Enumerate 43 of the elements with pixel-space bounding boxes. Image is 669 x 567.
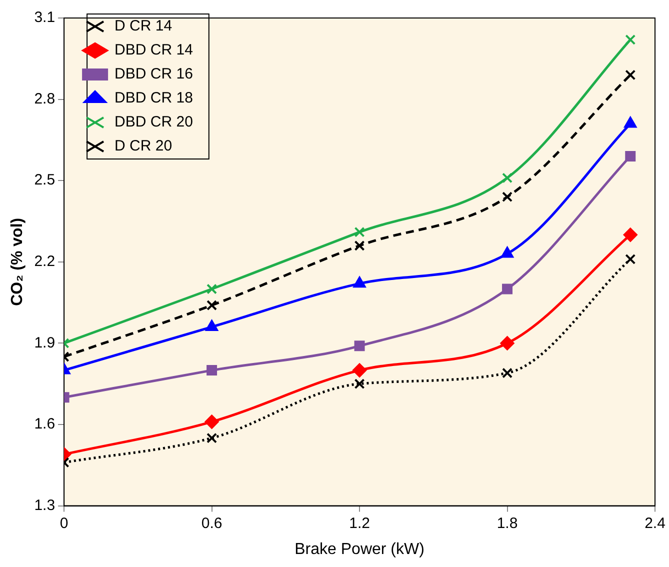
legend-label: DBD CR 20 [114,114,193,131]
x-tick-label: 1.8 [496,514,518,532]
y-tick-label: 3.1 [34,9,56,26]
point [354,340,365,352]
point [502,172,513,184]
point [206,300,218,311]
x-axis-title: Brake Power (kW) [294,540,424,558]
point [500,336,514,350]
legend-label: DBD CR 18 [114,90,193,107]
legend-label: DBD CR 16 [114,66,193,83]
x-tick-label: 1.2 [349,514,370,532]
y-tick-label: 1.9 [34,334,56,352]
x-tick-label: 0 [60,514,68,532]
x-tick-label: 2.4 [644,514,666,532]
point [353,276,366,288]
point [624,116,637,128]
legend-label: D CR 20 [114,138,172,155]
point [502,284,513,294]
point [501,246,514,258]
point [354,240,365,251]
point [502,192,513,202]
legend-label: D CR 14 [114,18,172,35]
point [206,365,218,376]
point [625,150,636,162]
point [352,363,367,378]
point [354,226,365,238]
y-tick-label: 1.6 [34,416,56,433]
point [625,254,636,264]
y-tick-label: 1.3 [34,496,56,514]
point [354,378,365,390]
y-tick-label: 2.2 [34,253,56,270]
y-tick-label: 2.5 [34,172,56,189]
point [625,34,636,45]
point [502,368,513,378]
x-tick-label: 0.6 [201,514,222,532]
point [206,284,218,294]
legend-label: DBD CR 14 [114,42,193,59]
point [206,432,218,444]
y-tick-label: 2.8 [34,90,56,108]
y-axis-title: CO₂ (% vol) [9,218,26,306]
point [204,414,219,429]
point [623,228,638,242]
point [625,70,636,80]
